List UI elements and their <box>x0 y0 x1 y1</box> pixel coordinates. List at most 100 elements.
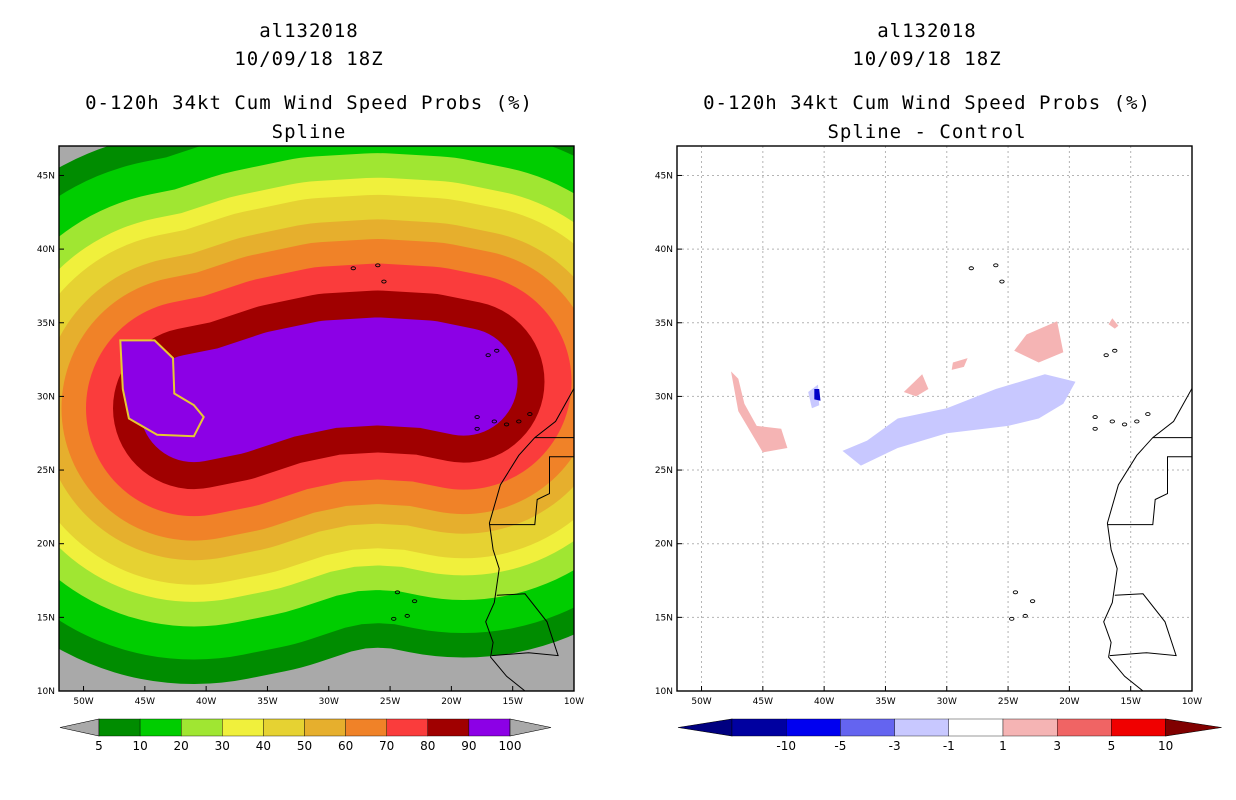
x-tick-label: 50W <box>73 697 93 707</box>
probability-map: 50W 45W 40W 35W 30W 25W 20W 15W 10W 10N 15N 20N 25N 3… <box>37 145 584 753</box>
island <box>391 616 397 621</box>
y-tick-label: 40N <box>655 245 673 255</box>
diff-region-positive-far-east <box>1108 318 1119 329</box>
colorbar-label: 10 <box>132 739 147 753</box>
prob-contour-90 <box>139 317 518 463</box>
border-line <box>489 437 574 526</box>
y-tick-label: 35N <box>37 319 55 329</box>
plot-frame <box>676 145 1193 692</box>
y-tick-label: 30N <box>655 392 673 402</box>
left-panel: al132018 10/09/18 18Z 0-120h 34kt Cum Wi… <box>37 20 584 753</box>
island <box>474 426 480 431</box>
colorbar-segment <box>1002 718 1058 737</box>
colorbar-label: 60 <box>338 739 353 753</box>
y-tick-label: 20N <box>37 540 55 550</box>
island <box>485 353 491 358</box>
colorbar-label: 100 <box>499 739 522 753</box>
prob-core-100 <box>119 339 205 438</box>
coastline <box>485 387 574 691</box>
y-tick-label: 35N <box>655 319 673 329</box>
colorbar-segment <box>468 718 511 737</box>
colorbar-segment <box>1057 718 1112 737</box>
x-tick-label: 25W <box>380 697 400 707</box>
colorbar-segment <box>785 718 841 737</box>
x-tick-label: 40W <box>814 697 834 707</box>
island <box>968 266 974 271</box>
plot-frame <box>58 145 575 692</box>
diff-region-positive-east <box>1014 321 1064 363</box>
chart-title: 0-120h 34kt Cum Wind Speed Probs (%) <box>703 92 1151 114</box>
colorbar-segment <box>263 718 305 737</box>
border-line <box>1109 593 1177 657</box>
colorbar-segment <box>386 718 429 737</box>
x-tick-label: 15W <box>1121 697 1141 707</box>
y-tick-label: 40N <box>37 245 55 255</box>
x-tick-label: 10W <box>1182 697 1202 707</box>
island <box>1092 415 1098 419</box>
colorbar-segment <box>894 718 950 737</box>
y-tick-label: 10N <box>655 687 673 697</box>
x-tick-label: 35W <box>875 697 895 707</box>
island <box>1022 613 1028 618</box>
island <box>474 415 480 419</box>
x-tick-label: 30W <box>937 697 957 707</box>
colorbar-label: -5 <box>834 739 846 753</box>
island <box>503 422 510 427</box>
colorbar-segment <box>345 718 387 737</box>
storm-id-label: al132018 <box>877 20 977 42</box>
island <box>375 263 381 268</box>
plot-area <box>677 146 1192 691</box>
plot-area <box>59 146 574 691</box>
colorbar-end-low <box>59 718 100 737</box>
island <box>1121 422 1128 427</box>
y-tick-label: 45N <box>37 171 55 181</box>
colorbar-segment <box>304 718 346 737</box>
x-tick-label: 25W <box>998 697 1018 707</box>
storm-id-label: al132018 <box>259 20 359 42</box>
x-tick-label: 40W <box>196 697 216 707</box>
x-tick-label: 20W <box>441 697 461 707</box>
chart-subtitle: Spline <box>271 121 347 143</box>
colorbar-segment <box>731 718 787 737</box>
island <box>1112 348 1118 353</box>
colorbar-end-high <box>509 718 552 737</box>
colorbar-label: 40 <box>256 739 271 753</box>
island <box>350 266 356 271</box>
chart-subtitle: Spline - Control <box>827 121 1027 143</box>
colorbar-label: -10 <box>776 739 796 753</box>
colorbar-label: 10 <box>1158 739 1173 753</box>
x-tick-label: 50W <box>691 697 711 707</box>
y-tick-label: 15N <box>37 613 55 623</box>
colorbar-segment <box>139 718 182 737</box>
diff-region-negative-1-3 <box>842 374 1076 466</box>
diff-region-negative-5 <box>814 389 821 401</box>
y-tick-label: 45N <box>655 171 673 181</box>
island <box>1134 419 1140 424</box>
island <box>993 263 999 268</box>
island <box>494 348 500 353</box>
x-tick-label: 15W <box>503 697 523 707</box>
colorbar-end-high <box>1165 718 1222 737</box>
colorbar-segment <box>1111 718 1166 737</box>
island <box>1012 590 1019 595</box>
island <box>516 419 522 424</box>
right-panel: al132018 10/09/18 18Z 0-120h 34kt Cum Wi… <box>618 0 1236 800</box>
island <box>381 279 387 284</box>
colorbar-label: 50 <box>297 739 312 753</box>
date-label: 10/09/18 18Z <box>852 48 1002 70</box>
border-line <box>491 593 559 657</box>
island <box>1109 419 1115 424</box>
colorbar-label: 1 <box>999 739 1007 753</box>
x-tick-label: 45W <box>753 697 773 707</box>
colorbar-label: 80 <box>420 739 435 753</box>
island <box>527 412 533 417</box>
chart-title: 0-120h 34kt Cum Wind Speed Probs (%) <box>85 92 533 114</box>
island <box>1092 426 1098 431</box>
difference-map: 50W 45W 40W 35W 30W 25W 20W 15W 10W 10N 15N 20N 25N 3… <box>655 145 1222 753</box>
colorbar-segment <box>222 718 264 737</box>
island <box>1145 412 1151 417</box>
island <box>411 599 418 604</box>
x-tick-label: 35W <box>257 697 277 707</box>
island <box>491 419 497 424</box>
colorbar-label: 5 <box>95 739 103 753</box>
